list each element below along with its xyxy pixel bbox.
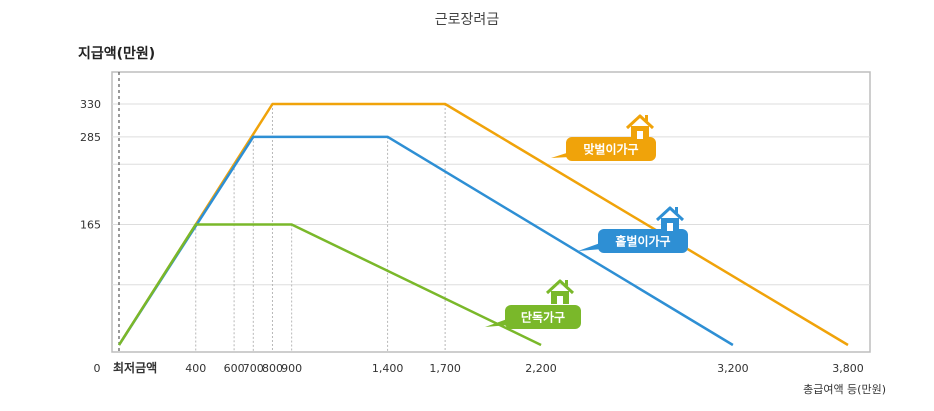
- series-line: [117, 223, 542, 347]
- y-axis-label: 지급액(만원): [78, 45, 155, 62]
- house-icon: [545, 279, 575, 304]
- y-tick-label: 330: [80, 98, 101, 111]
- label-badge: [598, 229, 688, 253]
- x-tick-label: 800: [262, 362, 283, 375]
- x-tick-label: 600: [224, 362, 245, 375]
- x-tick-label: 700: [243, 362, 264, 375]
- series-label-text: 단독가구: [521, 310, 565, 325]
- series-label: 맞벌이가구: [551, 114, 656, 161]
- series-label-text: 홑벌이가구: [615, 234, 670, 249]
- y-tick-label: 165: [80, 219, 101, 232]
- label-badge: [505, 305, 581, 329]
- x-tick-label: 400: [185, 362, 206, 375]
- x-tick-label: 2,200: [525, 362, 557, 375]
- min-wage-label: 최저금액: [113, 360, 157, 375]
- house-icon: [625, 114, 655, 139]
- series-label: 단독가구: [485, 279, 581, 329]
- origin-label: 0: [94, 362, 101, 375]
- label-badge: [566, 137, 656, 161]
- grid-layer: [112, 103, 870, 352]
- series-label-text: 맞벌이가구: [583, 142, 638, 157]
- y-tick-layer: 165 285 330: [80, 98, 101, 232]
- x-axis-label: 총급여액 등(만원): [803, 383, 886, 396]
- plot-area: [111, 71, 871, 353]
- x-tick-label: 1,400: [372, 362, 404, 375]
- series-label: 홑벌이가구: [578, 206, 688, 253]
- x-tick-label: 3,200: [717, 362, 749, 375]
- house-icon: [655, 206, 685, 231]
- x-tick-label: 3,800: [832, 362, 864, 375]
- y-tick-label: 285: [80, 131, 101, 144]
- chart-title: 근로장려금: [435, 12, 500, 28]
- x-tick-label: 1,700: [429, 362, 461, 375]
- series-layer: [117, 102, 849, 347]
- x-tick-label: 900: [281, 362, 302, 375]
